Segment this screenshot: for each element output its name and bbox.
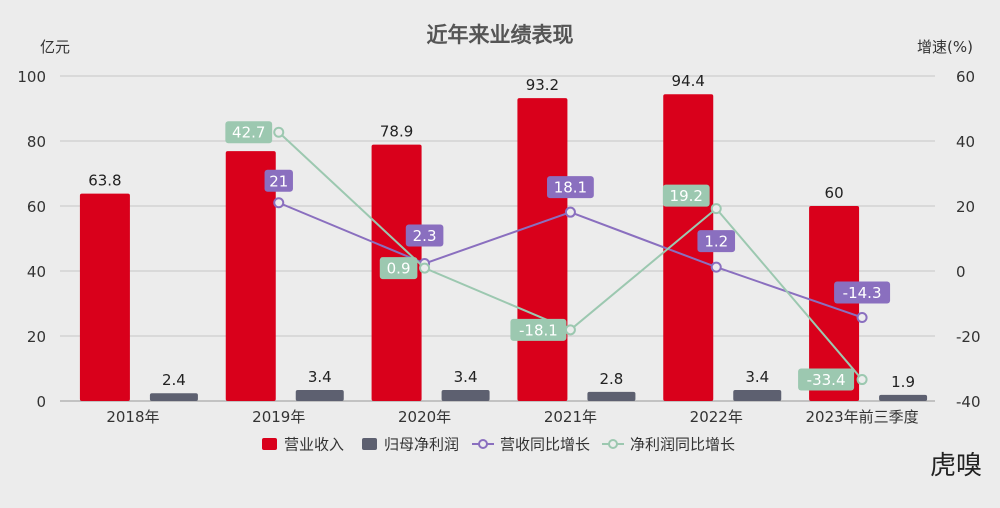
y-right-tick-label: -40 <box>956 393 981 411</box>
revenue-bar-label: 60 <box>825 184 844 202</box>
profit-growth-label: -33.4 <box>807 371 846 389</box>
revenue-growth-label-box <box>547 176 594 199</box>
net-profit-bar <box>441 389 490 401</box>
y-right-tick-label: 60 <box>956 68 975 86</box>
revenue-growth-label-box <box>697 230 736 253</box>
y-left-tick-label: 100 <box>17 68 46 86</box>
revenue-bar-label: 63.8 <box>88 172 121 190</box>
y-right-tick-label: -20 <box>956 328 981 346</box>
x-tick-label: 2018年 <box>106 408 159 426</box>
huxiu-watermark-logo: 虎嗅 <box>929 451 982 481</box>
profit-growth-label-box <box>379 257 418 280</box>
profit-growth-label: 0.9 <box>387 260 411 278</box>
revenue-growth-point <box>564 206 576 218</box>
revenue-growth-point <box>273 197 285 209</box>
revenue-growth-label: -14.3 <box>843 284 882 302</box>
revenue-bar-label: 93.2 <box>526 76 559 94</box>
net-profit-bar-label: 3.4 <box>745 368 769 386</box>
y-left-tick-label: 40 <box>27 263 46 281</box>
legend-revenue-growth-marker <box>478 439 488 449</box>
revenue-growth-label-box <box>405 224 444 247</box>
profit-growth-point <box>564 324 576 336</box>
revenue-bar <box>79 193 130 401</box>
net-profit-bar-label: 1.9 <box>891 373 915 391</box>
x-tick-label: 2019年 <box>252 408 305 426</box>
y-right-tick-label: 0 <box>956 263 966 281</box>
chart-title: 近年来业绩表现 <box>427 23 574 47</box>
profit-growth-label: -18.1 <box>519 321 558 339</box>
y-right-tick-label: 40 <box>956 133 975 151</box>
profit-growth-label: 42.7 <box>232 124 265 142</box>
x-tick-label: 2020年 <box>398 408 451 426</box>
revenue-growth-point <box>856 311 868 323</box>
revenue-bar-label: 94.4 <box>672 72 705 90</box>
profit-growth-point <box>710 203 722 215</box>
revenue-growth-label-box <box>264 169 293 192</box>
profit-growth-label-box <box>798 368 855 391</box>
legend-net-profit-label: 归母净利润 <box>384 436 459 454</box>
net-profit-bar-label: 2.4 <box>162 371 186 389</box>
y-left-tick-label: 80 <box>27 133 46 151</box>
net-profit-bar-label: 3.4 <box>308 368 332 386</box>
profit-growth-line <box>278 131 863 381</box>
revenue-growth-point <box>710 261 722 273</box>
revenue-growth-label: 2.3 <box>413 227 437 245</box>
net-profit-bar <box>879 394 928 401</box>
legend-revenue-growth-label: 营收同比增长 <box>500 436 590 454</box>
legend-revenue-label: 营业收入 <box>284 436 344 454</box>
revenue-growth-line <box>278 201 863 319</box>
profit-growth-point <box>273 126 285 138</box>
profit-growth-label: 19.2 <box>670 187 703 205</box>
profit-growth-point <box>856 374 868 386</box>
net-profit-bar <box>295 389 344 401</box>
profit-growth-point <box>419 262 431 274</box>
profit-growth-label-box <box>662 184 710 207</box>
net-profit-bar <box>149 393 198 401</box>
legend-profit-growth-label: 净利润同比增长 <box>630 436 735 454</box>
revenue-growth-label: 18.1 <box>554 179 587 197</box>
profit-growth-label-box <box>510 318 567 341</box>
revenue-growth-label: 21 <box>269 172 288 190</box>
legend-revenue-swatch <box>262 438 277 450</box>
profit-growth-label-box <box>225 121 273 144</box>
net-profit-bar <box>587 391 636 401</box>
y-left-tick-label: 60 <box>27 198 46 216</box>
x-tick-label: 2022年 <box>690 408 743 426</box>
revenue-growth-label-box <box>834 281 891 304</box>
net-profit-bar-label: 3.4 <box>454 368 478 386</box>
y-left-tick-label: 20 <box>27 328 46 346</box>
y-left-tick-label: 0 <box>36 393 46 411</box>
y-right-tick-label: 20 <box>956 198 975 216</box>
legend-profit-growth-marker <box>608 439 618 449</box>
x-tick-label: 2023年前三季度 <box>805 408 918 426</box>
x-tick-label: 2021年 <box>544 408 597 426</box>
revenue-bar <box>225 151 276 401</box>
revenue-growth-label: 1.2 <box>704 233 728 251</box>
legend-net-profit-swatch <box>362 438 377 450</box>
net-profit-bar <box>733 389 782 401</box>
y-right-unit: 增速(%) <box>917 38 973 56</box>
revenue-bar-label: 78.9 <box>380 123 413 141</box>
revenue-bar <box>809 206 860 401</box>
revenue-bar <box>663 94 714 401</box>
net-profit-bar-label: 2.8 <box>599 370 623 388</box>
y-left-unit: 亿元 <box>40 38 70 56</box>
revenue-bar <box>517 98 568 401</box>
